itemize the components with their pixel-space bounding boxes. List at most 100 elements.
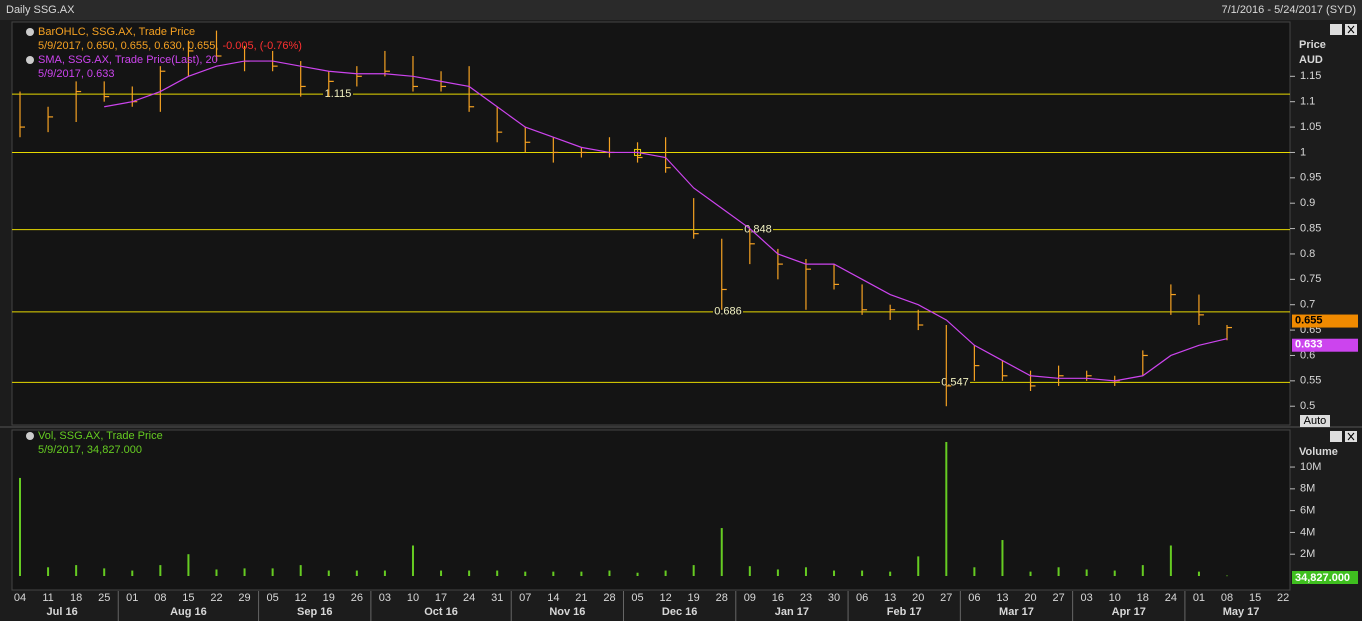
volume-bar	[187, 554, 190, 576]
volume-bar	[299, 565, 302, 576]
volume-bar	[636, 572, 639, 576]
volume-bar	[973, 567, 976, 576]
x-month-label: Jan 17	[775, 606, 809, 618]
y-axis-label: Volume	[1299, 446, 1338, 458]
x-tick-label: 29	[238, 592, 250, 604]
volume-bar	[131, 570, 134, 576]
x-month-label: Jul 16	[47, 606, 78, 618]
x-tick-label: 28	[716, 592, 728, 604]
volume-bar	[804, 567, 807, 576]
volume-bar	[159, 565, 162, 576]
volume-bar	[440, 570, 443, 576]
y-tick-label: 0.5	[1300, 400, 1315, 412]
y-tick-label: 2M	[1300, 548, 1315, 560]
legend-icon	[26, 56, 34, 64]
volume-bar	[524, 571, 527, 576]
volume-bar	[215, 569, 218, 576]
restore-button[interactable]	[1330, 431, 1342, 442]
volume-bar	[833, 570, 836, 576]
x-tick-label: 13	[996, 592, 1008, 604]
x-month-label: Sep 16	[297, 606, 332, 618]
x-tick-label: 24	[463, 592, 475, 604]
volume-bar	[271, 568, 274, 576]
x-tick-label: 06	[856, 592, 868, 604]
x-tick-label: 27	[940, 592, 952, 604]
volume-bar	[552, 571, 555, 576]
x-tick-label: 30	[828, 592, 840, 604]
volume-bar	[103, 568, 106, 576]
x-tick-label: 01	[1193, 592, 1205, 604]
y-tick-label: 1.05	[1300, 121, 1321, 133]
volume-bar	[496, 570, 499, 576]
volume-bar	[580, 571, 583, 576]
x-tick-label: 22	[1277, 592, 1289, 604]
legend-entry: SMA, SSG.AX, Trade Price(Last), 20	[38, 54, 218, 66]
x-tick-label: 25	[98, 592, 110, 604]
y-tick-label: 4M	[1300, 526, 1315, 538]
x-tick-label: 05	[631, 592, 643, 604]
x-tick-label: 12	[295, 592, 307, 604]
level-label-bg	[713, 305, 743, 318]
level-label: 0.686	[714, 306, 742, 318]
y-tick-label: 0.75	[1300, 273, 1321, 285]
volume-bar	[1197, 571, 1200, 576]
x-tick-label: 07	[519, 592, 531, 604]
x-tick-label: 19	[323, 592, 335, 604]
x-month-label: Apr 17	[1112, 606, 1146, 618]
volume-bar	[1001, 540, 1004, 576]
x-tick-label: 20	[912, 592, 924, 604]
volume-panel-buttons[interactable]	[1330, 431, 1357, 442]
legend-entry: BarOHLC, SSG.AX, Trade Price	[38, 26, 195, 38]
x-tick-label: 17	[435, 592, 447, 604]
volume-bar	[355, 570, 358, 576]
y-tick-label: 0.95	[1300, 172, 1321, 184]
x-tick-label: 18	[70, 592, 82, 604]
volume-bar	[19, 477, 21, 576]
x-tick-label: 15	[182, 592, 194, 604]
legend-detail: 5/9/2017, 0.650, 0.655, 0.630, 0.655,	[38, 40, 218, 52]
volume-bar	[327, 570, 330, 576]
legend-entry: Vol, SSG.AX, Trade Price	[38, 430, 163, 442]
x-tick-label: 04	[14, 592, 26, 604]
x-month-label: Nov 16	[549, 606, 585, 618]
title-bar	[0, 0, 1362, 20]
volume-bar	[917, 556, 920, 576]
y-tick-label: 0.55	[1300, 375, 1321, 387]
x-month-label: Aug 16	[170, 606, 207, 618]
legend-detail: 5/9/2017, 34,827.000	[38, 444, 142, 456]
y-tick-label: 0.7	[1300, 299, 1315, 311]
x-tick-label: 12	[659, 592, 671, 604]
x-tick-label: 20	[1024, 592, 1036, 604]
price-panel-buttons[interactable]	[1330, 24, 1357, 35]
x-tick-label: 09	[744, 592, 756, 604]
volume-bar	[1113, 570, 1116, 576]
sma-line	[104, 60, 1228, 382]
chart-title: Daily SSG.AX	[6, 4, 75, 16]
volume-bar	[1029, 571, 1032, 576]
x-tick-label: 11	[42, 592, 53, 604]
x-tick-label: 08	[154, 592, 166, 604]
volume-bar	[1226, 575, 1229, 577]
y-tick-label: 1	[1300, 146, 1306, 158]
last-value-label: 34,827.000	[1295, 572, 1350, 584]
x-tick-label: 10	[1109, 592, 1121, 604]
last-value-box	[1292, 314, 1358, 328]
x-tick-label: 16	[772, 592, 784, 604]
y-tick-label: 0.85	[1300, 222, 1321, 234]
volume-bar	[1169, 545, 1172, 576]
auto-button[interactable]	[1300, 415, 1330, 427]
x-tick-label: 15	[1249, 592, 1261, 604]
volume-bar	[889, 571, 892, 576]
restore-button[interactable]	[1330, 24, 1342, 35]
x-tick-label: 18	[1137, 592, 1149, 604]
y-tick-label: 10M	[1300, 461, 1321, 473]
y-tick-label: 0.8	[1300, 248, 1315, 260]
volume-bar	[608, 570, 611, 576]
level-label-bg	[743, 223, 773, 236]
y-tick-label: 1.15	[1300, 70, 1321, 82]
volume-bar	[861, 570, 864, 576]
legend-detail: 5/9/2017, 0.633	[38, 68, 114, 80]
y-axis-label: Price	[1299, 39, 1326, 51]
x-tick-label: 05	[267, 592, 279, 604]
